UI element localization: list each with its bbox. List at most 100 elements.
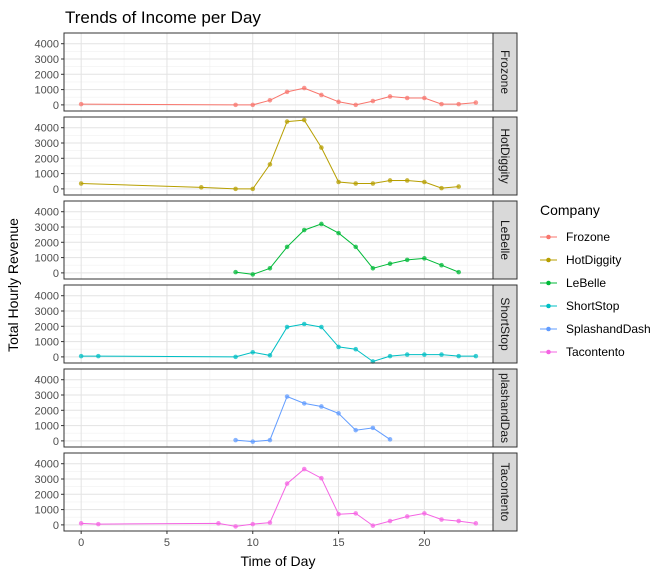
legend-key-point bbox=[546, 234, 551, 240]
data-point bbox=[78, 101, 84, 107]
data-point bbox=[353, 181, 359, 186]
data-point bbox=[353, 427, 359, 433]
panel-background bbox=[64, 453, 493, 531]
y-tick-label: 3000 bbox=[35, 222, 59, 234]
data-point bbox=[422, 256, 427, 261]
facet-panel: 0 1000 2000 3000 4000 Frozone bbox=[35, 32, 518, 112]
facet-strip-label: ShortStop bbox=[498, 297, 512, 351]
data-point bbox=[250, 439, 256, 444]
y-tick-label: 4000 bbox=[35, 123, 59, 135]
data-point bbox=[456, 518, 461, 524]
y-tick-label: 1000 bbox=[35, 253, 59, 265]
legend-label: Frozone bbox=[566, 230, 610, 244]
data-point bbox=[301, 117, 307, 123]
data-point bbox=[387, 261, 393, 267]
data-point bbox=[370, 98, 376, 104]
facet-panels: 0 1000 2000 3000 4000 Frozone 0 1000 2000 3000 400… bbox=[35, 32, 518, 532]
data-point bbox=[456, 269, 461, 275]
legend-item: LeBelle bbox=[540, 276, 606, 290]
data-point bbox=[336, 511, 341, 517]
data-point bbox=[439, 185, 444, 191]
data-point bbox=[456, 353, 461, 359]
series-line bbox=[81, 468, 476, 527]
y-tick-label: 2000 bbox=[35, 321, 59, 333]
data-point bbox=[370, 425, 376, 431]
y-tick-label: 3000 bbox=[35, 390, 59, 402]
x-tick-label: 0 bbox=[78, 537, 84, 549]
facet-panel: 0 1000 2000 3000 4000 LeBelle bbox=[35, 200, 518, 280]
legend-item: SplashandDash bbox=[540, 322, 651, 336]
y-tick-label: 4000 bbox=[35, 459, 59, 471]
data-point bbox=[301, 227, 307, 233]
legend-key-point bbox=[546, 326, 551, 332]
legend-key-point bbox=[546, 303, 551, 309]
data-point bbox=[267, 437, 273, 443]
data-point bbox=[319, 221, 324, 227]
data-point bbox=[284, 481, 290, 486]
data-point bbox=[216, 521, 221, 526]
data-point bbox=[336, 411, 341, 416]
facet-strip bbox=[492, 452, 518, 532]
data-point bbox=[404, 178, 410, 183]
data-point bbox=[336, 230, 341, 236]
data-point bbox=[456, 184, 461, 189]
y-tick-label: 3000 bbox=[35, 54, 59, 66]
data-point bbox=[233, 524, 238, 529]
facet-strip bbox=[492, 284, 518, 364]
facet-strip bbox=[492, 116, 518, 196]
data-point bbox=[267, 353, 273, 358]
data-point bbox=[284, 324, 290, 330]
data-point bbox=[404, 95, 410, 101]
data-point bbox=[353, 511, 359, 516]
y-tick-label: 1000 bbox=[35, 505, 59, 517]
data-point bbox=[267, 162, 273, 167]
data-point bbox=[422, 352, 427, 357]
data-point bbox=[456, 101, 461, 107]
x-tick-label: 10 bbox=[247, 537, 259, 549]
y-tick-label: 1000 bbox=[35, 85, 59, 97]
y-tick-label: 3000 bbox=[35, 306, 59, 318]
panel-background bbox=[64, 201, 493, 279]
series-line bbox=[235, 395, 391, 443]
facet-strip bbox=[492, 32, 518, 112]
legend-label: Tacontento bbox=[566, 345, 625, 359]
data-point bbox=[387, 94, 393, 99]
data-point bbox=[422, 95, 427, 101]
facet-panel: 0 1000 2000 3000 4000 HotDiggity bbox=[35, 116, 518, 196]
chart-title: Trends of Income per Day bbox=[65, 8, 261, 27]
panel-background bbox=[64, 285, 493, 363]
data-point bbox=[198, 185, 204, 190]
data-point bbox=[439, 352, 444, 357]
y-tick-label: 2000 bbox=[35, 153, 59, 165]
data-point bbox=[284, 89, 290, 95]
data-point bbox=[250, 186, 256, 192]
y-tick-label: 2000 bbox=[35, 489, 59, 501]
data-point bbox=[233, 269, 238, 275]
legend-item: HotDiggity bbox=[540, 253, 621, 267]
data-point bbox=[387, 437, 393, 442]
y-tick-label: 3000 bbox=[35, 474, 59, 486]
data-point bbox=[370, 523, 376, 528]
facet-panel: 0 1000 2000 3000 4000 Tacontento bbox=[35, 452, 518, 532]
data-point bbox=[319, 324, 324, 330]
x-tick-label: 5 bbox=[164, 537, 170, 549]
data-point bbox=[370, 265, 376, 271]
data-point bbox=[404, 352, 410, 357]
legend-label: ShortStop bbox=[566, 299, 620, 313]
data-point bbox=[301, 466, 307, 472]
facet-strip-label: Frozone bbox=[498, 50, 512, 94]
facet-strip-label: HotDiggity bbox=[498, 128, 512, 183]
legend-label: HotDiggity bbox=[566, 253, 621, 267]
data-point bbox=[319, 145, 324, 150]
legend-label: SplashandDash bbox=[566, 322, 651, 336]
panel-background bbox=[64, 369, 493, 447]
y-tick-label: 0 bbox=[53, 436, 59, 448]
data-point bbox=[387, 178, 393, 183]
data-point bbox=[233, 186, 238, 192]
legend: Company Frozone HotDiggity LeBelle ShortSto… bbox=[540, 202, 651, 359]
y-tick-label: 0 bbox=[53, 100, 59, 112]
data-point bbox=[353, 102, 359, 108]
data-point bbox=[473, 100, 479, 105]
data-point bbox=[422, 179, 427, 185]
